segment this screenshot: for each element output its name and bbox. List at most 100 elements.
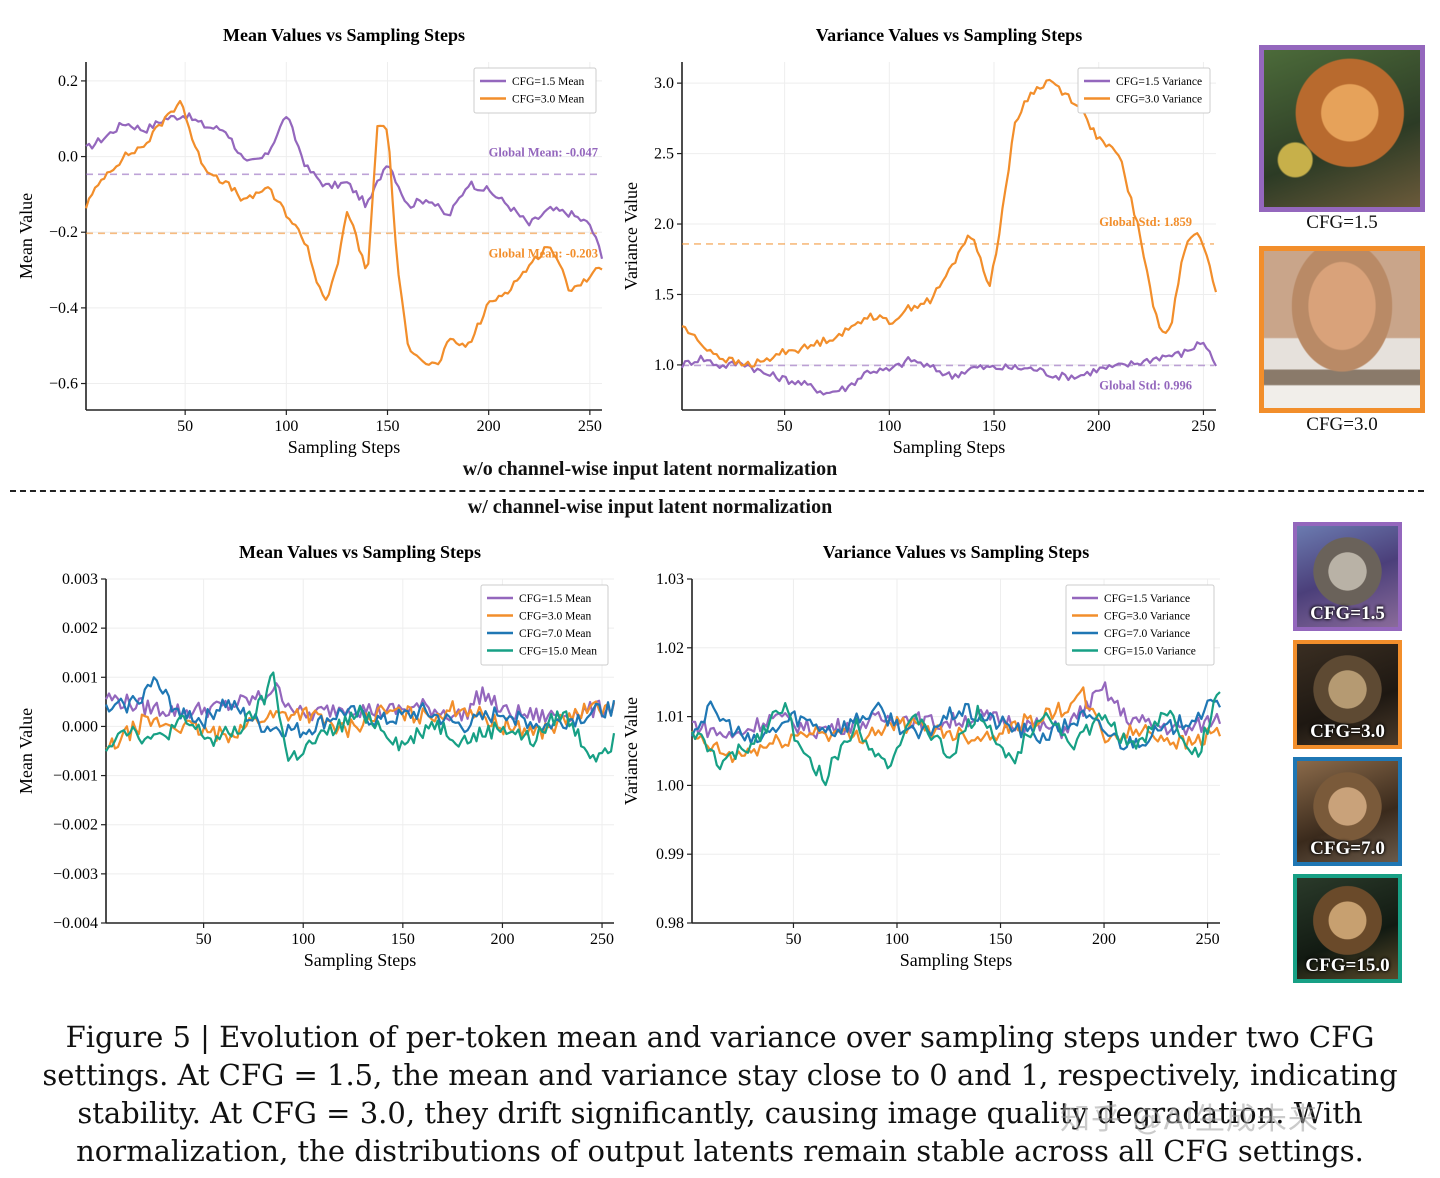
thumb-top-cfg-3-0 [1259, 246, 1425, 413]
legend-box [480, 584, 609, 666]
thumb-top-cfg-1-5 [1259, 45, 1425, 212]
y-tick-label: 1.03 [656, 571, 684, 588]
y-tick-label: 0.003 [62, 571, 98, 588]
y-axis-label: Mean Value [16, 193, 36, 279]
y-tick-label: 0.2 [58, 73, 78, 90]
chart-title: Mean Values vs Sampling Steps [239, 542, 481, 562]
x-tick-label: 100 [274, 418, 298, 435]
x-tick-label: 200 [477, 418, 501, 435]
thumb-bottom-cfg-15-0: CFG=15.0 [1293, 874, 1402, 983]
y-tick-label: −0.002 [53, 817, 98, 834]
global-annotation: Global Std: 0.996 [1099, 378, 1192, 392]
series-line [681, 78, 1218, 368]
chart-bottom-mean: Mean Values vs Sampling Steps 50 100 150 200… [16, 542, 616, 970]
cat-image-icon [1297, 644, 1398, 745]
series-line [681, 341, 1217, 396]
y-tick-label: 2.0 [654, 216, 674, 233]
y-tick-label: 0.002 [62, 620, 98, 637]
thumb-bottom-cfg-15-0-label: CFG=15.0 [1305, 955, 1390, 976]
y-tick-label: 3.0 [654, 75, 674, 92]
y-tick-label: 1.5 [654, 286, 674, 303]
legend-box [1065, 584, 1215, 666]
legend-label: CFG=7.0 Mean [519, 628, 592, 640]
series-line [690, 698, 1221, 751]
legend-box [473, 67, 597, 114]
y-tick-label: −0.2 [49, 224, 78, 241]
thumb-bottom-cfg-1-5-label: CFG=1.5 [1310, 603, 1385, 624]
y-axis-label: Variance Value [621, 697, 641, 805]
global-annotation: Global Std: 1.859 [1099, 215, 1192, 229]
legend-label: CFG=15.0 Mean [519, 646, 597, 658]
legend-label: CFG=7.0 Variance [1104, 628, 1190, 640]
thumb-top-cfg-3-0-caption: CFG=3.0 [1306, 414, 1378, 435]
x-tick-label: 100 [885, 931, 909, 948]
x-tick-label: 250 [1196, 931, 1220, 948]
series-line [692, 681, 1222, 740]
legend-label: CFG=3.0 Variance [1104, 611, 1190, 623]
chart-title: Variance Values vs Sampling Steps [816, 25, 1082, 45]
x-tick-label: 100 [877, 418, 901, 435]
x-axis-label: Sampling Steps [893, 437, 1006, 457]
legend-box [1077, 67, 1211, 114]
series-line [105, 700, 616, 750]
x-axis-label: Sampling Steps [304, 950, 417, 970]
x-tick-label: 150 [982, 418, 1006, 435]
y-tick-label: 1.01 [656, 709, 684, 726]
series-line [85, 112, 604, 259]
thumb-bottom-cfg-7-0-label: CFG=7.0 [1310, 838, 1385, 859]
x-tick-label: 100 [291, 931, 315, 948]
y-tick-label: 1.02 [656, 640, 684, 657]
y-tick-label: 1.0 [654, 357, 674, 374]
cat-image-icon [1264, 50, 1420, 207]
thumb-bottom-cfg-7-0: CFG=7.0 [1293, 757, 1402, 866]
chart-title: Variance Values vs Sampling Steps [823, 542, 1089, 562]
series-line [690, 686, 1222, 764]
legend-label: CFG=1.5 Variance [1116, 76, 1202, 88]
x-axis-label: Sampling Steps [900, 950, 1013, 970]
cat-image-icon [1297, 878, 1398, 979]
x-tick-label: 150 [391, 931, 415, 948]
section-divider [10, 490, 1424, 492]
legend-label: CFG=3.0 Mean [512, 94, 585, 106]
x-tick-label: 250 [578, 418, 602, 435]
legend-label: CFG=1.5 Mean [519, 593, 592, 605]
y-tick-label: 2.5 [654, 146, 674, 163]
thumb-bottom-cfg-3-0: CFG=3.0 [1293, 640, 1402, 749]
x-tick-label: 200 [490, 931, 514, 948]
x-tick-label: 250 [1191, 418, 1215, 435]
thumb-bottom-cfg-3-0-label: CFG=3.0 [1310, 721, 1385, 742]
y-tick-label: 0.000 [62, 718, 98, 735]
x-tick-label: 50 [785, 931, 801, 948]
x-tick-label: 50 [196, 931, 212, 948]
watermark: 知乎 @AI生成未来 [1060, 1102, 1319, 1137]
cat-image-icon [1264, 251, 1420, 408]
x-tick-label: 200 [1087, 418, 1111, 435]
figure-charts: Mean Values vs Sampling Steps 50 100 150 200… [16, 25, 1222, 970]
series-line [690, 691, 1221, 787]
legend-label: CFG=1.5 Variance [1104, 593, 1190, 605]
y-tick-label: 0.0 [58, 149, 78, 166]
figure-caption: Figure 5 | Evolution of per-token mean a… [42, 1020, 1398, 1168]
legend-label: CFG=3.0 Mean [519, 611, 592, 623]
global-annotation: Global Mean: -0.203 [489, 246, 598, 260]
y-tick-label: 1.00 [656, 777, 684, 794]
y-axis-label: Mean Value [16, 708, 36, 794]
chart-top-mean: Mean Values vs Sampling Steps 50 100 150 200… [16, 25, 604, 457]
series-line [105, 671, 616, 763]
cat-image-icon [1297, 761, 1398, 862]
x-tick-label: 50 [777, 418, 793, 435]
thumb-bottom-cfg-1-5: CFG=1.5 [1293, 522, 1402, 631]
y-axis-label: Variance Value [621, 182, 641, 290]
x-tick-label: 50 [177, 418, 193, 435]
x-tick-label: 150 [989, 931, 1013, 948]
y-tick-label: −0.004 [53, 915, 98, 932]
y-tick-label: −0.4 [49, 300, 78, 317]
x-tick-label: 150 [376, 418, 400, 435]
y-tick-label: −0.001 [53, 768, 98, 785]
y-tick-label: 0.001 [62, 669, 98, 686]
legend-label: CFG=1.5 Mean [512, 76, 585, 88]
cat-image-icon [1297, 526, 1398, 627]
x-axis-label: Sampling Steps [288, 437, 401, 457]
chart-title: Mean Values vs Sampling Steps [223, 25, 465, 45]
chart-bottom-variance: Variance Values vs Sampling Steps 50 100 15… [621, 542, 1222, 970]
